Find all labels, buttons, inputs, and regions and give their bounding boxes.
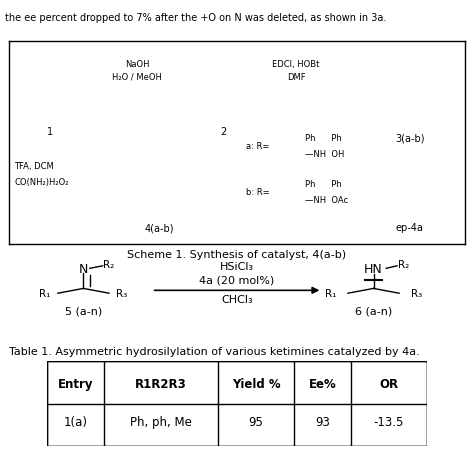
Text: R₂: R₂	[398, 260, 409, 271]
Text: EDCl, HOBt: EDCl, HOBt	[273, 60, 320, 69]
Text: R₂: R₂	[103, 260, 115, 271]
Text: 93: 93	[315, 416, 330, 429]
Text: DMF: DMF	[287, 73, 305, 82]
Text: Ee%: Ee%	[309, 378, 336, 391]
Text: -13.5: -13.5	[374, 416, 404, 429]
Text: CHCl₃: CHCl₃	[221, 295, 253, 305]
Text: HSiCl₃: HSiCl₃	[220, 262, 254, 272]
Text: Table 1. Asymmetric hydrosilylation of various ketimines catalyzed by 4a.: Table 1. Asymmetric hydrosilylation of v…	[9, 347, 420, 357]
Text: 4(a-b): 4(a-b)	[145, 223, 174, 234]
Text: R₃: R₃	[116, 289, 128, 299]
Text: R1R2R3: R1R2R3	[135, 378, 187, 391]
Text: 6 (a-n): 6 (a-n)	[355, 306, 392, 317]
Text: Scheme 1. Synthesis of catalyst, 4(a-b): Scheme 1. Synthesis of catalyst, 4(a-b)	[128, 250, 346, 260]
Text: 3(a-b): 3(a-b)	[395, 133, 425, 143]
Text: R₁: R₁	[325, 289, 337, 299]
Text: N: N	[79, 263, 88, 276]
Text: —NH  OH: —NH OH	[305, 150, 345, 159]
Text: R₃: R₃	[410, 289, 422, 299]
Text: Ph, ph, Me: Ph, ph, Me	[130, 416, 192, 429]
Text: 2: 2	[220, 127, 227, 137]
Text: 95: 95	[248, 416, 264, 429]
Text: OR: OR	[379, 378, 398, 391]
Text: ep-4a: ep-4a	[396, 223, 424, 234]
Text: a: R=: a: R=	[246, 142, 270, 151]
Text: —NH  OAc: —NH OAc	[305, 197, 348, 205]
Text: R₁: R₁	[39, 289, 51, 299]
Text: TFA, DCM: TFA, DCM	[14, 162, 54, 171]
Text: 1: 1	[47, 127, 54, 137]
Text: the ee percent dropped to 7% after the +O on N was deleted, as shown in 3a.: the ee percent dropped to 7% after the +…	[5, 13, 386, 23]
Text: 1(a): 1(a)	[64, 416, 88, 429]
Text: HN: HN	[364, 263, 383, 276]
Text: NaOH: NaOH	[125, 60, 149, 69]
Text: Ph      Ph: Ph Ph	[305, 133, 342, 143]
Text: Entry: Entry	[58, 378, 93, 391]
Text: CO(NH₂)H₂O₂: CO(NH₂)H₂O₂	[14, 178, 69, 187]
Text: b: R=: b: R=	[246, 189, 270, 197]
Text: 5 (a-n): 5 (a-n)	[65, 306, 102, 317]
Text: Ph      Ph: Ph Ph	[305, 180, 342, 189]
Text: Yield %: Yield %	[232, 378, 280, 391]
Text: 4a (20 mol%): 4a (20 mol%)	[200, 276, 274, 286]
Text: H₂O / MeOH: H₂O / MeOH	[112, 73, 162, 82]
